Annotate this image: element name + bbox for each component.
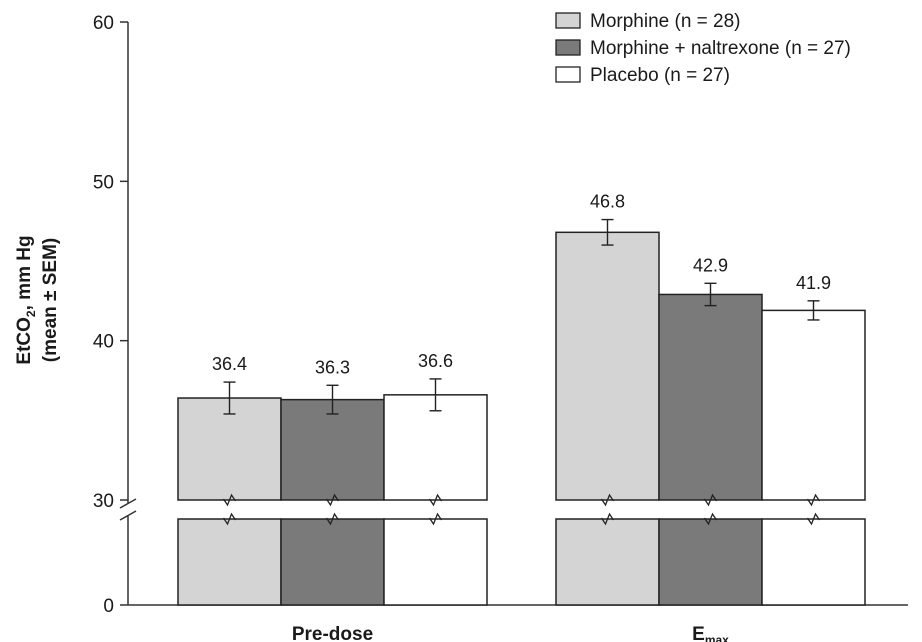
axis-break-mark: [119, 510, 137, 521]
data-label: 36.4: [212, 354, 247, 374]
legend: Morphine (n = 28) Morphine + naltrexone (…: [555, 11, 851, 86]
bar-break-mark: [325, 493, 340, 507]
legend-label: Morphine + naltrexone (n = 27): [590, 38, 851, 59]
bar-upper: [383, 394, 488, 501]
data-labels: 36.4 36.3 36.6 46.8 42.9 41.9: [212, 192, 831, 378]
bar-lower: [177, 518, 282, 606]
bar-break-mark: [703, 493, 718, 507]
bar-break-mark: [703, 512, 718, 526]
bar-upper: [761, 309, 866, 501]
error-bars: [223, 218, 820, 415]
bars: [177, 231, 866, 606]
bar-upper: [280, 398, 385, 501]
data-label: 36.3: [315, 357, 350, 377]
y-axis-title-line2: (mean ± SEM): [40, 238, 61, 362]
bar-break-mark: [806, 493, 821, 507]
legend-label: Placebo (n = 27): [590, 65, 730, 86]
y-tick-label: 30: [93, 491, 114, 512]
y-tick-label: 50: [93, 172, 114, 193]
data-label: 42.9: [693, 255, 728, 275]
bar-lower: [383, 518, 488, 606]
bar-break-mark: [428, 493, 443, 507]
bar-break-mark: [806, 512, 821, 526]
legend-swatch: [555, 66, 581, 83]
data-label: 36.6: [418, 351, 453, 371]
bar-break-mark: [428, 512, 443, 526]
bar-lower: [658, 518, 763, 606]
bar-lower: [761, 518, 866, 606]
bar-lower: [555, 518, 660, 606]
bar-break-mark: [222, 493, 237, 507]
bar-break-mark: [600, 493, 615, 507]
y-axis-title: EtCO2, mm Hg: [14, 235, 38, 364]
bar-break-mark: [600, 512, 615, 526]
axis-break-mark: [119, 498, 137, 509]
category-label: Emax: [692, 624, 729, 642]
bar-upper: [555, 231, 660, 501]
legend-swatch: [555, 39, 581, 56]
legend-label: Morphine (n = 28): [590, 11, 741, 32]
category-labels: Pre-dose Emax: [292, 624, 729, 642]
data-label: 41.9: [796, 273, 831, 293]
y-tick-label: 0: [103, 596, 114, 617]
legend-swatch: [555, 12, 581, 29]
y-tick-label: 60: [93, 13, 114, 34]
bar-upper: [177, 397, 282, 501]
category-label: Pre-dose: [292, 624, 373, 642]
bar-break-mark: [222, 512, 237, 526]
data-label: 46.8: [590, 192, 625, 212]
bar-lower: [280, 518, 385, 606]
bar-upper: [658, 293, 763, 501]
y-tick-label: 40: [93, 332, 114, 353]
bar-break-mark: [325, 512, 340, 526]
